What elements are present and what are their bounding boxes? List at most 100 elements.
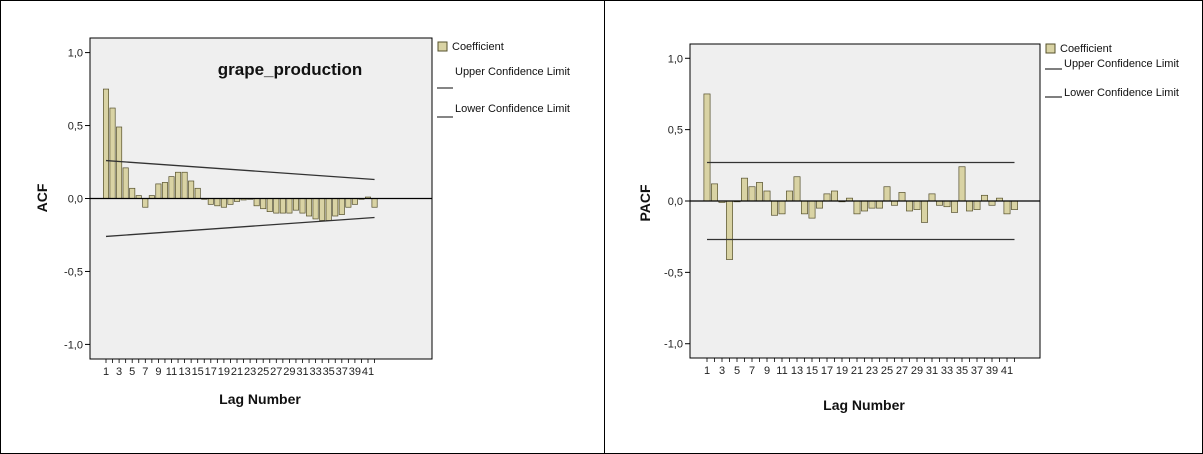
pacf-bar-lag-10 xyxy=(771,200,778,216)
acf-bar-lag-7 xyxy=(142,198,149,208)
pacf-x-tick-label: 7 xyxy=(749,365,755,377)
acf-x-tick-label: 19 xyxy=(218,366,230,378)
acf-bar-lag-36 xyxy=(332,198,339,217)
acf-lower-confidence-line xyxy=(105,216,375,238)
pacf-bar-lag-33 xyxy=(943,200,951,208)
pacf-legend: Coefficient Upper Confidence Limit Lower… xyxy=(1045,43,1179,99)
acf-x-tick-label: 9 xyxy=(155,366,161,378)
pacf-x-tick-label: 37 xyxy=(971,365,983,377)
acf-x-tick-label: 27 xyxy=(270,366,282,378)
pacf-x-tick-label: 19 xyxy=(836,365,848,377)
pacf-bar-lag-42 xyxy=(1011,200,1018,210)
acf-y-tick-label: 1,0 xyxy=(68,48,83,60)
acf-bars xyxy=(90,88,432,238)
acf-bar-lag-32 xyxy=(306,198,313,217)
acf-y-tick-label: 0,5 xyxy=(68,121,83,133)
acf-bar-lag-35 xyxy=(325,198,332,221)
pacf-bar-lag-11 xyxy=(778,200,786,215)
acf-y-tick-label: 0,0 xyxy=(68,194,83,206)
acf-legend-coefficient-swatch xyxy=(437,41,448,52)
acf-bar-lag-13 xyxy=(181,171,188,199)
acf-x-tick-label: 15 xyxy=(192,366,204,378)
acf-bar-lag-31 xyxy=(299,198,306,214)
pacf-bar-lag-16 xyxy=(816,200,823,209)
acf-bar-lag-4 xyxy=(122,167,129,199)
pacf-bar-lag-28 xyxy=(906,200,913,212)
pacf-x-tick-label: 9 xyxy=(764,365,770,377)
pacf-x-tick-label: 25 xyxy=(881,365,893,377)
acf-legend: Coefficient Upper Confidence Limit Lower… xyxy=(437,41,570,118)
pacf-bar-lag-9 xyxy=(763,190,771,202)
pacf-x-tick-label: 17 xyxy=(821,365,833,377)
acf-x-tick-label: 1 xyxy=(103,366,109,378)
acf-y-tick-label: -1,0 xyxy=(64,339,83,351)
pacf-y-axis-title: PACF xyxy=(637,184,653,222)
pacf-x-tick-label: 31 xyxy=(926,365,938,377)
acf-x-tick-label: 17 xyxy=(205,366,217,378)
pacf-y-tick-label: 0,0 xyxy=(668,196,683,208)
pacf-bar-lag-29 xyxy=(913,200,921,210)
acf-legend-upper-label: Upper Confidence Limit xyxy=(455,66,570,78)
pacf-y-axis: 1,0 0,5 0,0 -0,5 -1,0 xyxy=(664,53,690,351)
pacf-x-tick-label: 13 xyxy=(791,365,803,377)
acf-bar-lag-20 xyxy=(227,198,234,205)
acf-bar-lag-5 xyxy=(129,187,136,199)
pacf-x-tick-label: 21 xyxy=(851,365,863,377)
acf-bar-lag-11 xyxy=(168,176,175,199)
acf-legend-coefficient-label: Coefficient xyxy=(452,41,504,53)
acf-y-axis-title: ACF xyxy=(34,183,50,212)
pacf-bar-lag-2 xyxy=(711,183,718,202)
pacf-bar-lag-18 xyxy=(831,190,838,202)
acf-bar-lag-29 xyxy=(286,198,293,214)
pacf-bar-lag-35 xyxy=(958,166,966,202)
acf-bar-lag-37 xyxy=(338,198,345,215)
acf-chart-title: grape_production xyxy=(218,60,363,79)
pacf-x-tick-label: 3 xyxy=(719,365,725,377)
acf-x-tick-label: 41 xyxy=(362,366,374,378)
pacf-x-tick-label: 27 xyxy=(896,365,908,377)
acf-bar-lag-12 xyxy=(175,171,182,199)
acf-bar-lag-33 xyxy=(312,198,319,220)
acf-bar-lag-38 xyxy=(345,198,352,208)
acf-panel: grape_production ACF Lag Number 1,0 0,5 0,… xyxy=(34,37,570,407)
acf-x-tick-label: 11 xyxy=(166,366,177,378)
acf-bar-lag-1 xyxy=(102,88,109,199)
acf-bar-lag-26 xyxy=(266,198,273,212)
pacf-x-tick-label: 15 xyxy=(806,365,818,377)
pacf-y-tick-label: -1,0 xyxy=(664,339,683,351)
pacf-bar-lag-31 xyxy=(928,193,936,202)
acf-bar-lag-30 xyxy=(292,198,299,211)
acf-bar-lag-42 xyxy=(371,198,378,208)
pacf-x-axis-title: Lag Number xyxy=(823,397,905,413)
pacf-bar-lag-15 xyxy=(808,200,816,219)
acf-x-tick-label: 7 xyxy=(142,366,148,378)
pacf-bar-lag-38 xyxy=(981,194,988,202)
pacf-bar-lag-1 xyxy=(703,93,711,202)
acf-legend-lower-label: Lower Confidence Limit xyxy=(455,103,570,115)
pacf-legend-coefficient-swatch xyxy=(1045,43,1056,54)
pacf-bar-lag-22 xyxy=(861,200,868,212)
pacf-bar-lag-12 xyxy=(786,190,793,202)
acf-bar-lag-39 xyxy=(351,198,358,205)
acf-y-tick-label: -0,5 xyxy=(64,266,83,278)
acf-x-axis-title: Lag Number xyxy=(219,391,301,407)
pacf-bar-lag-25 xyxy=(883,186,891,202)
acf-bar-lag-14 xyxy=(188,180,195,199)
acf-bar-lag-18 xyxy=(214,198,221,207)
acf-bar-lag-34 xyxy=(319,198,326,221)
pacf-legend-coefficient-label: Coefficient xyxy=(1060,43,1112,55)
pacf-bar-lag-6 xyxy=(741,177,748,202)
acf-bar-lag-10 xyxy=(161,182,168,199)
acf-bar-lag-15 xyxy=(194,187,201,199)
pacf-x-tick-label: 5 xyxy=(734,365,740,377)
pacf-bar-lag-37 xyxy=(973,200,981,210)
acf-x-tick-label: 39 xyxy=(349,366,361,378)
acf-bar-lag-17 xyxy=(207,198,214,205)
pacf-bar-lag-7 xyxy=(748,186,756,202)
pacf-x-tick-label: 11 xyxy=(776,365,787,377)
pacf-bar-lag-14 xyxy=(801,200,808,215)
acf-x-axis: 1 3 5 7 9 11 13 15 17 19 21 23 25 27 29 31 33 35 37 39 41 xyxy=(103,359,375,378)
